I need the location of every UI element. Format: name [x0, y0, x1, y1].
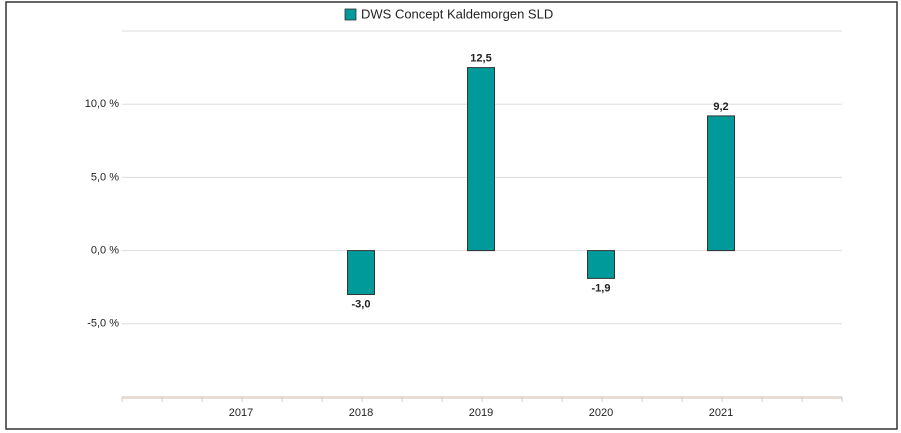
bar	[347, 250, 375, 296]
bar	[707, 115, 735, 252]
data-label: 12,5	[470, 53, 491, 65]
data-label: -1,9	[592, 282, 611, 294]
chart-frame	[5, 1, 898, 430]
data-label: 9,2	[713, 101, 728, 113]
y-tick-label: 0,0 %	[91, 245, 119, 257]
data-label: -3,0	[352, 298, 371, 310]
legend-label: DWS Concept Kaldemorgen SLD	[361, 6, 553, 21]
y-tick-label: 5,0 %	[91, 171, 119, 183]
x-tick-label: 2020	[589, 407, 613, 419]
x-tick-label: 2018	[349, 407, 373, 419]
legend-swatch	[344, 8, 357, 21]
bar	[467, 67, 495, 252]
x-tick-label: 2017	[229, 407, 253, 419]
y-tick-label: 10,0 %	[85, 98, 119, 110]
x-tick-label: 2021	[709, 407, 733, 419]
y-tick-label: -5,0 %	[87, 318, 119, 330]
x-tick-label: 2019	[469, 407, 493, 419]
bar	[587, 250, 615, 279]
